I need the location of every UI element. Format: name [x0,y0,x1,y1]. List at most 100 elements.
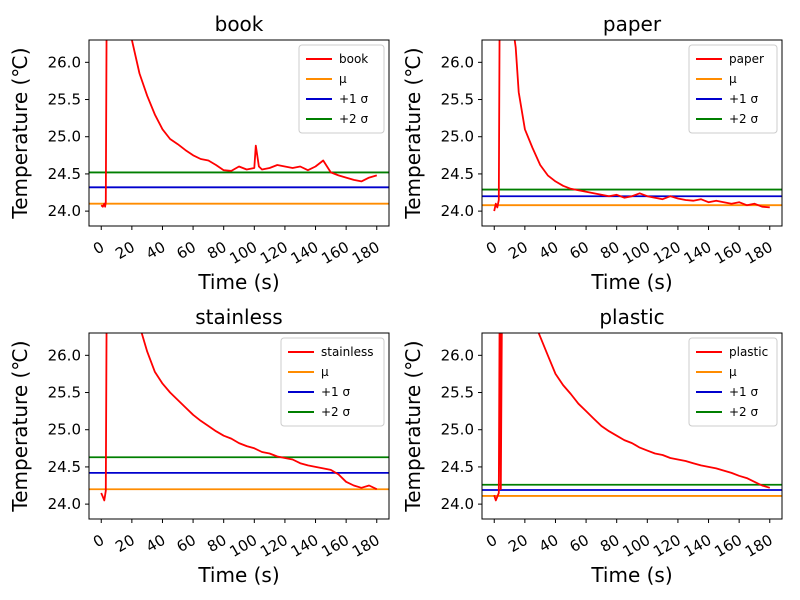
x-tick-label: 60 [174,238,200,263]
x-tick-label: 0 [483,238,500,258]
legend-label: +1 σ [729,385,759,399]
series-line-stainless [100,333,378,502]
y-axis-label: Temperature (℃) [8,340,32,512]
chart-3: 24.0 24.5 25.0 25.5 26.0 0 20 40 60 8010012014016… [401,305,783,587]
x-tick-label: 180 [349,238,383,268]
x-tick-label: 120 [650,531,684,561]
x-tick-label: 20 [505,238,531,263]
legend-label: +2 σ [321,405,351,419]
x-tick-label: 40 [143,238,169,263]
legend-label: +2 σ [729,405,759,419]
x-axis-label: Time (s) [590,270,672,294]
legend: plastic μ +1 σ +2 σ [688,337,778,427]
chart-2: 24.0 24.5 25.0 25.5 26.0 0 20 40 60 8010012014016… [8,305,390,587]
series-line-book [100,40,378,208]
x-tick-label: 20 [505,531,531,556]
x-tick-label: 40 [536,238,562,263]
x-tick-label: 160 [711,531,745,561]
x-axis-label: Time (s) [197,563,279,587]
y-tick-label: 25.5 [441,91,474,109]
x-tick-label: 80 [597,238,623,263]
y-tick-label: 25.0 [441,421,474,439]
legend-label: μ [729,72,737,86]
y-tick-label: 25.0 [441,128,474,146]
axes-frame [88,39,390,227]
chart-title: plastic [599,305,664,329]
x-tick-label: 80 [204,238,230,263]
series-line-plastic [493,333,771,502]
x-tick-label: 40 [536,531,562,556]
chart-title: stainless [195,305,282,329]
legend-label: plastic [729,345,768,359]
x-tick-label: 140 [681,238,715,268]
x-tick-label: 180 [742,238,776,268]
plot-area [89,333,389,502]
x-tick-label: 0 [90,238,107,258]
legend-label: stainless [321,345,373,359]
y-tick-label: 24.0 [441,495,474,513]
x-tick-label: 160 [318,238,352,268]
axes-frame [481,39,783,227]
legend-label: +1 σ [321,385,351,399]
x-tick-label: 160 [318,531,352,561]
legend-box [688,44,778,134]
x-tick-label: 0 [483,531,500,551]
y-tick-label: 25.0 [48,128,81,146]
y-axis-label: Temperature (℃) [8,47,32,219]
y-tick-label: 24.5 [441,165,474,183]
y-axis-label: Temperature (℃) [401,47,425,219]
y-tick-label: 24.5 [441,458,474,476]
y-tick-label: 24.5 [48,165,81,183]
y-tick-label: 25.5 [441,384,474,402]
x-tick-label: 60 [567,238,593,263]
legend-label: +2 σ [729,112,759,126]
legend: book μ +1 σ +2 σ [298,44,385,134]
y-tick-label: 24.5 [48,458,81,476]
legend-label: paper [729,52,764,66]
y-tick-label: 26.0 [441,53,474,71]
y-tick-label: 24.0 [48,495,81,513]
x-tick-label: 140 [288,531,322,561]
y-tick-label: 24.0 [441,202,474,220]
x-tick-label: 20 [112,238,138,263]
legend: stainless μ +1 σ +2 σ [280,337,385,427]
y-tick-label: 26.0 [48,346,81,364]
chart-title: book [215,12,264,36]
legend-label: μ [339,72,347,86]
y-axis-label: Temperature (℃) [401,340,425,512]
y-tick-label: 26.0 [48,53,81,71]
x-tick-label: 140 [288,238,322,268]
plot-area [482,40,782,212]
x-tick-label: 100 [620,238,654,268]
x-tick-label: 0 [90,531,107,551]
x-tick-label: 180 [742,531,776,561]
x-tick-label: 100 [227,531,261,561]
x-tick-label: 40 [143,531,169,556]
x-tick-label: 80 [597,531,623,556]
axes-frame [88,332,390,520]
x-tick-label: 60 [567,531,593,556]
plot-area [89,40,389,208]
x-axis-label: Time (s) [590,563,672,587]
chart-1: 24.0 24.5 25.0 25.5 26.0 0 20 40 60 8010012014016… [401,12,783,294]
x-tick-label: 120 [650,238,684,268]
chart-title: paper [603,12,662,36]
x-tick-label: 100 [620,531,654,561]
legend-label: +1 σ [339,92,369,106]
y-tick-label: 24.0 [48,202,81,220]
x-tick-label: 120 [257,531,291,561]
legend-label: μ [321,365,329,379]
legend-box [280,337,385,427]
x-tick-label: 80 [204,531,230,556]
x-tick-label: 140 [681,531,715,561]
legend-label: book [339,52,368,66]
legend: paper μ +1 σ +2 σ [688,44,778,134]
y-tick-label: 25.0 [48,421,81,439]
plot-area [482,333,782,502]
series-line-paper [493,40,770,212]
legend-box [688,337,778,427]
y-tick-label: 25.5 [48,91,81,109]
legend-box [298,44,385,134]
x-tick-label: 100 [227,238,261,268]
